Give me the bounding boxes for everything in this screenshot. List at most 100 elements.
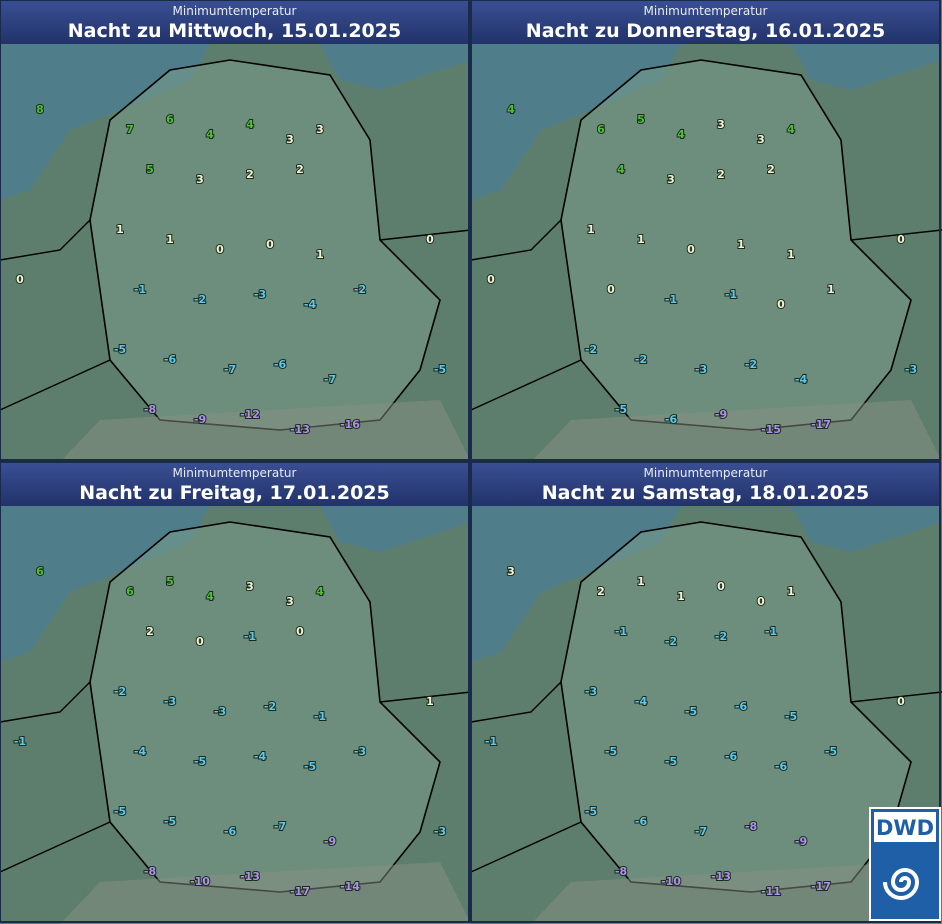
station-value: -2	[585, 343, 597, 356]
station-value: -10	[661, 875, 681, 888]
station-value: 0	[216, 243, 224, 256]
station-value: -16	[340, 418, 360, 431]
station-value: -3	[434, 825, 446, 838]
border	[0, 219, 472, 411]
map-panel: Minimumtemperatur Nacht zu Freitag, 17.01…	[0, 461, 472, 924]
station-value: -3	[695, 363, 707, 376]
station-value: -2	[715, 630, 727, 643]
station-value: 4	[507, 103, 515, 116]
station-value: -9	[715, 408, 727, 421]
station-value: -2	[665, 635, 677, 648]
station-value: -3	[254, 288, 266, 301]
station-value: -5	[615, 403, 627, 416]
panel-frame	[0, 0, 470, 461]
station-value: -17	[811, 880, 831, 893]
station-value: -1	[314, 710, 326, 723]
station-value: -9	[795, 835, 807, 848]
station-value: -6	[224, 825, 237, 838]
station-value: -2	[114, 685, 126, 698]
station-value: -13	[711, 870, 731, 883]
station-value: -4	[795, 373, 808, 386]
logo-spiral	[883, 868, 920, 900]
station-value: -9	[194, 413, 206, 426]
station-value: -9	[324, 835, 336, 848]
germany	[89, 59, 441, 431]
station-value: -1	[665, 293, 677, 306]
station-value: -13	[240, 870, 260, 883]
station-value: 2	[717, 168, 725, 181]
logo-label-bg	[874, 812, 936, 842]
alps	[531, 400, 942, 462]
station-value: -5	[825, 745, 837, 758]
germany	[560, 59, 912, 431]
station-value: 0	[897, 695, 905, 708]
station-value: -6	[775, 760, 788, 773]
station-value: -8	[144, 403, 156, 416]
logo-text: DWD	[876, 816, 934, 840]
station-value: 0	[426, 233, 434, 246]
station-value: 1	[587, 223, 595, 236]
station-value: -8	[144, 865, 156, 878]
panel-title: Nacht zu Mittwoch, 15.01.2025	[68, 20, 401, 42]
station-value: -2	[194, 293, 206, 306]
station-value: 3	[667, 173, 675, 186]
panel-title: Nacht zu Donnerstag, 16.01.2025	[526, 20, 885, 42]
station-value: -5	[665, 755, 677, 768]
station-value: -4	[635, 695, 648, 708]
station-value: 0	[16, 273, 24, 286]
station-value: 1	[737, 238, 745, 251]
station-value: -5	[114, 343, 126, 356]
panel-header	[471, 0, 940, 44]
station-value: 4	[677, 128, 685, 141]
station-value: -10	[190, 875, 210, 888]
panel-frame	[470, 461, 941, 923]
station-value: 3	[196, 173, 204, 186]
sea-east	[320, 44, 471, 90]
station-value: -5	[605, 745, 617, 758]
station-value: -5	[194, 755, 206, 768]
panel-frame	[470, 0, 941, 461]
station-value: 5	[166, 575, 174, 588]
station-value: 2	[767, 163, 775, 176]
station-value: -8	[745, 820, 757, 833]
station-value: -2	[635, 353, 647, 366]
station-value: 0	[687, 243, 695, 256]
station-value: 3	[316, 123, 324, 136]
station-value: -1	[765, 625, 777, 638]
station-value: -3	[214, 705, 226, 718]
panel-header	[0, 0, 469, 44]
station-value: -1	[485, 735, 497, 748]
station-value: 0	[757, 595, 765, 608]
station-value: 2	[296, 163, 304, 176]
station-value: -3	[585, 685, 597, 698]
station-value: 1	[787, 248, 795, 261]
station-value: -2	[745, 358, 757, 371]
station-value: -6	[735, 700, 748, 713]
station-value: 0	[487, 273, 495, 286]
station-value: -6	[725, 750, 738, 763]
station-value: -5	[785, 710, 797, 723]
panel-header	[471, 462, 940, 506]
panel-subtitle: Minimumtemperatur	[644, 466, 768, 480]
station-value: 3	[286, 595, 294, 608]
station-value: -7	[324, 373, 336, 386]
panel-subtitle: Minimumtemperatur	[644, 4, 768, 18]
station-value: 6	[597, 123, 605, 136]
station-value: 2	[146, 625, 154, 638]
panel-subtitle: Minimumtemperatur	[173, 4, 297, 18]
sea-east	[791, 44, 942, 90]
station-value: -5	[114, 805, 126, 818]
station-value: 3	[717, 118, 725, 131]
station-value: -7	[695, 825, 707, 838]
station-value: -5	[585, 805, 597, 818]
station-value: -13	[290, 423, 310, 436]
station-value: -1	[14, 735, 26, 748]
station-value: -12	[240, 408, 260, 421]
station-value: -17	[290, 885, 310, 898]
station-value: -2	[264, 700, 276, 713]
station-value: -2	[354, 283, 366, 296]
panel-subtitle: Minimumtemperatur	[173, 466, 297, 480]
station-value: 0	[196, 635, 204, 648]
station-value: -11	[761, 885, 781, 898]
